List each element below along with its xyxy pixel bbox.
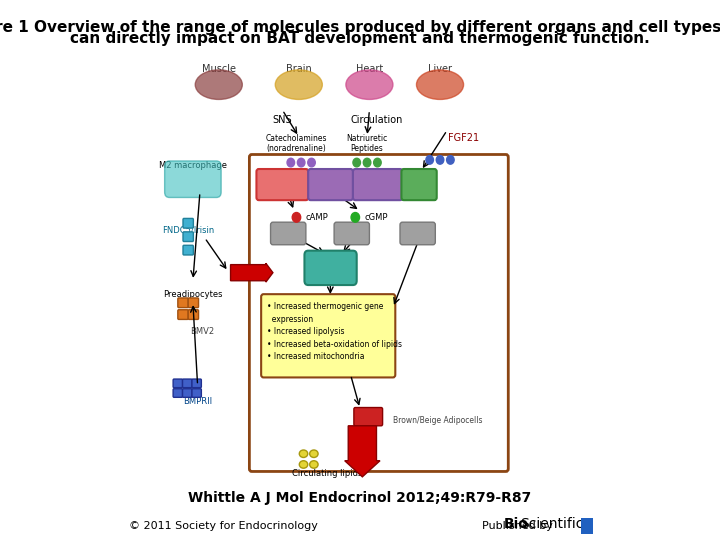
- FancyBboxPatch shape: [183, 232, 194, 241]
- FancyBboxPatch shape: [165, 161, 221, 198]
- FancyBboxPatch shape: [354, 408, 382, 426]
- Text: Bio: Bio: [503, 517, 528, 531]
- Text: Brown/Beige Adipocells: Brown/Beige Adipocells: [393, 416, 482, 425]
- Text: HFM: HFM: [357, 412, 379, 421]
- FancyBboxPatch shape: [261, 294, 395, 377]
- Circle shape: [287, 158, 294, 167]
- FancyBboxPatch shape: [271, 222, 306, 245]
- FancyBboxPatch shape: [402, 169, 437, 200]
- Circle shape: [307, 158, 315, 167]
- FancyBboxPatch shape: [305, 251, 356, 285]
- FancyBboxPatch shape: [173, 379, 183, 388]
- Text: BMV2: BMV2: [190, 327, 215, 336]
- Ellipse shape: [195, 70, 243, 99]
- Text: Natriuretic
Peptides: Natriuretic Peptides: [346, 134, 387, 153]
- Text: M2 macrophage: M2 macrophage: [159, 161, 227, 170]
- Text: Heart: Heart: [356, 64, 383, 73]
- Text: Scientifica: Scientifica: [520, 517, 592, 531]
- Text: Adrenergic
receptors: Adrenergic receptors: [261, 178, 305, 191]
- Circle shape: [436, 156, 444, 164]
- FancyBboxPatch shape: [183, 218, 194, 228]
- Text: can directly impact on BAT development and thermogenic function.: can directly impact on BAT development a…: [70, 31, 650, 46]
- FancyBboxPatch shape: [178, 310, 188, 320]
- Text: Figure 1 Overview of the range of molecules produced by different organs and cel: Figure 1 Overview of the range of molecu…: [0, 20, 720, 35]
- FancyBboxPatch shape: [334, 222, 369, 245]
- Text: NP Receptor: NP Receptor: [306, 181, 355, 187]
- Circle shape: [426, 156, 433, 164]
- FancyBboxPatch shape: [188, 298, 199, 308]
- Text: Muscle: Muscle: [202, 64, 235, 73]
- FancyArrow shape: [230, 264, 273, 282]
- Text: Liver: Liver: [428, 64, 452, 73]
- Text: B1, other: B1, other: [401, 181, 438, 187]
- Circle shape: [446, 156, 454, 164]
- Text: Circulation: Circulation: [351, 114, 402, 125]
- FancyBboxPatch shape: [183, 245, 194, 255]
- FancyBboxPatch shape: [400, 222, 436, 245]
- Text: FNDC5/Irisin: FNDC5/Irisin: [162, 225, 215, 234]
- Text: cAMP: cAMP: [306, 213, 328, 222]
- Ellipse shape: [300, 450, 307, 457]
- Ellipse shape: [275, 70, 323, 99]
- Text: BMPRII: BMPRII: [183, 397, 212, 406]
- FancyBboxPatch shape: [178, 298, 188, 308]
- FancyBboxPatch shape: [183, 389, 192, 397]
- Ellipse shape: [346, 70, 393, 99]
- Circle shape: [364, 158, 371, 167]
- Circle shape: [351, 213, 359, 222]
- Text: Differentiation: Differentiation: [208, 267, 272, 276]
- Ellipse shape: [310, 450, 318, 457]
- FancyBboxPatch shape: [173, 389, 183, 397]
- Circle shape: [374, 158, 381, 167]
- Text: PKA: PKA: [277, 228, 300, 239]
- Text: PKG: PKG: [341, 228, 363, 239]
- Text: PBS/MAPK: PBS/MAPK: [306, 264, 355, 272]
- FancyArrow shape: [345, 426, 380, 477]
- FancyBboxPatch shape: [183, 379, 192, 388]
- Text: Preadipocytes: Preadipocytes: [163, 289, 222, 299]
- Text: SNS: SNS: [272, 114, 292, 125]
- Ellipse shape: [300, 461, 307, 468]
- Text: Brain: Brain: [286, 64, 312, 73]
- FancyBboxPatch shape: [308, 169, 353, 200]
- FancyBboxPatch shape: [188, 310, 199, 320]
- FancyBboxPatch shape: [192, 389, 202, 397]
- Circle shape: [297, 158, 305, 167]
- FancyBboxPatch shape: [256, 169, 308, 200]
- Text: Whittle A J Mol Endocrinol 2012;49:R79-R87: Whittle A J Mol Endocrinol 2012;49:R79-R…: [189, 491, 531, 505]
- FancyBboxPatch shape: [192, 379, 202, 388]
- Circle shape: [292, 213, 301, 222]
- Text: Catecholamines
(noradrenaline): Catecholamines (noradrenaline): [266, 134, 327, 153]
- Text: • Increased thermogenic gene
  expression
• Increased lipolysis
• Increased beta: • Increased thermogenic gene expression …: [267, 302, 402, 361]
- FancyBboxPatch shape: [353, 169, 402, 200]
- Text: cGMP: cGMP: [365, 213, 388, 222]
- Text: PGC1α: PGC1α: [400, 228, 436, 239]
- Text: FGF Receptor: FGF Receptor: [351, 181, 405, 187]
- Ellipse shape: [310, 461, 318, 468]
- Bar: [581, 518, 593, 534]
- Text: Circulating lipids: Circulating lipids: [292, 469, 362, 477]
- Ellipse shape: [416, 70, 464, 99]
- Text: © 2011 Society for Endocrinology: © 2011 Society for Endocrinology: [130, 521, 318, 531]
- Circle shape: [353, 158, 361, 167]
- Text: Published by: Published by: [482, 521, 557, 531]
- Text: FGF21: FGF21: [448, 133, 479, 144]
